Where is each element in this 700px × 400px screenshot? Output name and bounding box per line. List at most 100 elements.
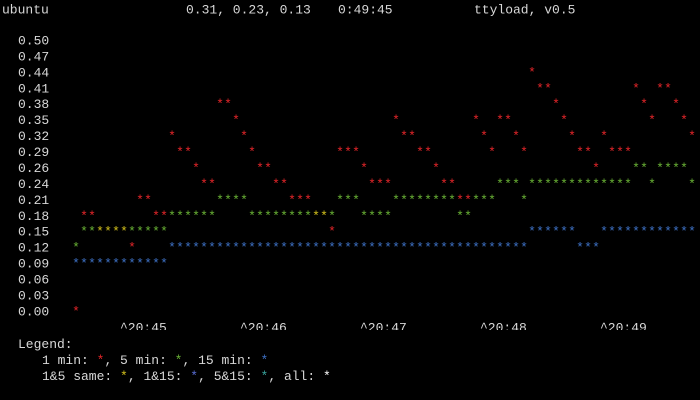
y-tick-label: 0.29 [18, 145, 49, 160]
load-point: * [128, 225, 136, 240]
y-tick-label: 0.50 [18, 33, 49, 48]
load-point: * [120, 257, 128, 272]
load-point: * [152, 257, 160, 272]
load-point: * [272, 177, 280, 192]
load-point: * [80, 257, 88, 272]
chart: ubuntu 0.31, 0.23, 0.13 0:49:45 ttyload,… [2, 2, 696, 330]
load-point: * [384, 241, 392, 256]
load-point: * [560, 225, 568, 240]
load-point: * [384, 209, 392, 224]
load-point: * [656, 161, 664, 176]
load-point: * [336, 145, 344, 160]
legend-item: 1 min* [42, 353, 120, 368]
load-point: * [80, 225, 88, 240]
load-point: * [128, 257, 136, 272]
load-point: * [344, 241, 352, 256]
load-point: * [584, 177, 592, 192]
load-point: * [136, 193, 144, 208]
load-point: * [216, 241, 224, 256]
load-point: * [256, 209, 264, 224]
y-tick-label: 0.09 [18, 257, 49, 272]
y-tick-label: 0.47 [18, 49, 49, 64]
load-point: * [600, 129, 608, 144]
load-point: * [488, 241, 496, 256]
load-point: * [144, 193, 152, 208]
load-point: * [584, 145, 592, 160]
legend-marker: * [120, 369, 128, 384]
load-point: * [640, 97, 648, 112]
load-point: * [600, 225, 608, 240]
load-point: * [576, 241, 584, 256]
load-point: * [288, 193, 296, 208]
load-point: * [624, 225, 632, 240]
load-point: * [560, 113, 568, 128]
load-point: * [568, 225, 576, 240]
load-point: * [216, 97, 224, 112]
load-point: * [432, 193, 440, 208]
load-point: * [544, 81, 552, 96]
legend-marker: * [260, 369, 269, 384]
program-title: ttyload, v0.5 [474, 2, 575, 17]
load-point: * [104, 257, 112, 272]
load-point: * [408, 193, 416, 208]
legend-item: all* [284, 369, 331, 384]
load-point: * [392, 113, 400, 128]
load-point: * [520, 241, 528, 256]
load-point: * [376, 241, 384, 256]
load-point: * [336, 193, 344, 208]
load-point: * [448, 193, 456, 208]
load-point: * [352, 241, 360, 256]
y-tick-label: 0.26 [18, 161, 49, 176]
load-point: * [424, 145, 432, 160]
legend-item: 5 min* [120, 353, 198, 368]
load-point: * [672, 161, 680, 176]
load-point: * [512, 241, 520, 256]
load-point: * [592, 177, 600, 192]
load-point: * [216, 193, 224, 208]
legend-marker: * [174, 353, 183, 368]
load-point: * [152, 225, 160, 240]
load-point: * [408, 241, 416, 256]
load-point: * [496, 241, 504, 256]
load-point: * [296, 209, 304, 224]
legend-item: 15 min* [198, 353, 268, 368]
load-point: * [680, 113, 688, 128]
load-point: * [552, 97, 560, 112]
load-point: * [536, 81, 544, 96]
load-point: * [392, 193, 400, 208]
load-point: * [488, 145, 496, 160]
load-point: * [648, 225, 656, 240]
load-point: * [392, 241, 400, 256]
load-point: * [424, 241, 432, 256]
load-point: * [232, 241, 240, 256]
y-tick-label: 0.35 [18, 113, 49, 128]
load-point: * [352, 193, 360, 208]
load-point: * [320, 241, 328, 256]
load-point: * [192, 209, 200, 224]
load-point: * [72, 304, 80, 319]
load-point: * [608, 177, 616, 192]
load-point: * [680, 225, 688, 240]
load-point: * [568, 129, 576, 144]
load-point: * [240, 241, 248, 256]
y-tick-label: 0.03 [18, 288, 49, 303]
load-point: * [512, 177, 520, 192]
load-point: * [288, 209, 296, 224]
legend-item: 5&15* [214, 369, 284, 384]
load-point: * [616, 145, 624, 160]
load-point: * [384, 177, 392, 192]
y-tick-label: 0.41 [18, 81, 49, 96]
load-point: * [224, 193, 232, 208]
load-point: * [280, 241, 288, 256]
load-point: * [464, 209, 472, 224]
load-point: * [168, 209, 176, 224]
load-point: * [544, 177, 552, 192]
load-point: * [224, 97, 232, 112]
load-point: * [664, 81, 672, 96]
load-point: * [192, 241, 200, 256]
legend-item: 1&15* [143, 369, 213, 384]
load-point: * [416, 145, 424, 160]
load-point: * [400, 193, 408, 208]
load-point: * [400, 241, 408, 256]
host: ubuntu [2, 2, 49, 17]
